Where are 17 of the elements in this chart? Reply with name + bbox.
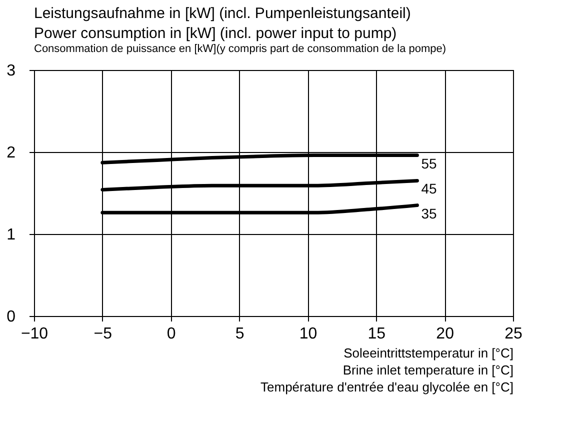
x-axis-title: Soleeintrittstemperatur in [°C] Brine inlet temperature in [°C] Température d'entrée d'eau glycolée en [°C]	[260, 346, 514, 394]
x-tick-label: 15	[368, 326, 386, 342]
x-tick-label: 25	[504, 326, 522, 342]
x-tick-label: −10	[20, 326, 48, 342]
x-tick-label: 5	[235, 326, 244, 342]
y-tick-label: 0	[6, 308, 16, 326]
y-tick-label: 1	[6, 226, 16, 244]
y-axis-title: Leistungsaufnahme in [kW] (incl. Pumpenleistungsanteil) Power consumption in [kW] (incl. power input to pump) Consommation de puissance en [kW](y compris part de consommation de la pompe)	[34, 5, 446, 55]
y-tick-label: 3	[6, 62, 16, 80]
x-tick-label: −5	[94, 326, 112, 342]
x-tick-label: 20	[436, 326, 454, 342]
series-label: 45	[421, 180, 437, 197]
x-tick-label: 0	[166, 326, 176, 342]
x-tick-label: 10	[299, 326, 318, 342]
series-label: 35	[421, 205, 437, 222]
series-label: 55	[421, 155, 437, 172]
y-tick-label: 2	[6, 144, 16, 162]
